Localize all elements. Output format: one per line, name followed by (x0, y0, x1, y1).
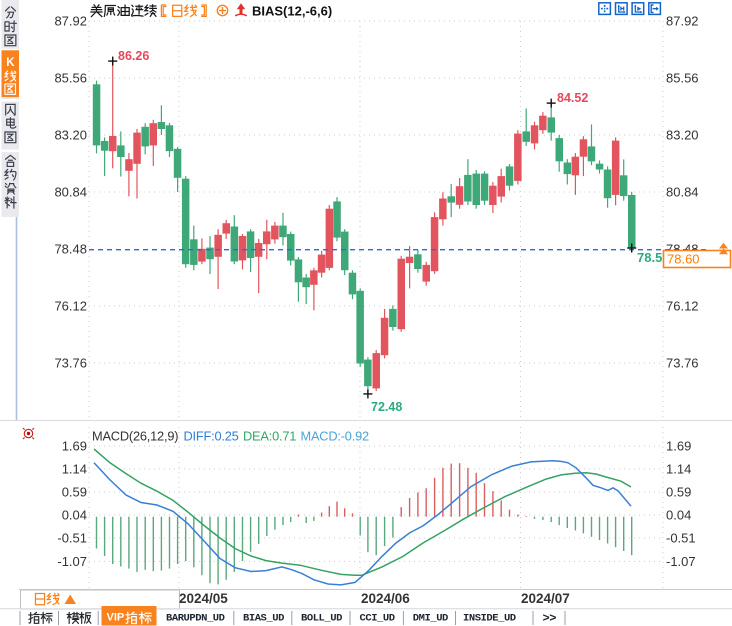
svg-text:0.59: 0.59 (666, 485, 691, 500)
svg-text:BIAS_UD: BIAS_UD (243, 613, 284, 625)
svg-text:80.84: 80.84 (666, 185, 699, 200)
svg-text:2024/07: 2024/07 (521, 591, 570, 606)
svg-text:0.04: 0.04 (62, 508, 87, 523)
svg-text:-1.07: -1.07 (57, 554, 87, 569)
svg-text:CCI_UD: CCI_UD (360, 613, 395, 625)
svg-text:0.04: 0.04 (666, 508, 691, 523)
svg-text:2024/06: 2024/06 (361, 591, 410, 606)
svg-text:-1.07: -1.07 (666, 554, 696, 569)
svg-text:VIP: VIP (107, 612, 125, 624)
svg-text:85.56: 85.56 (54, 71, 87, 86)
svg-text:-0.51: -0.51 (57, 531, 87, 546)
svg-text:DMI_UD: DMI_UD (413, 613, 448, 625)
svg-text:85.56: 85.56 (666, 71, 699, 86)
svg-text:DEA:0.71: DEA:0.71 (243, 429, 296, 444)
svg-text:2024/05: 2024/05 (179, 591, 228, 606)
svg-text:1.14: 1.14 (666, 462, 691, 477)
svg-text:73.76: 73.76 (666, 356, 699, 371)
svg-text:84.52: 84.52 (557, 91, 588, 105)
svg-text:K: K (6, 57, 15, 69)
svg-text:DIFF:0.25: DIFF:0.25 (184, 429, 239, 444)
svg-text:1.14: 1.14 (62, 462, 87, 477)
svg-text:1.69: 1.69 (62, 439, 87, 454)
svg-text:>>: >> (543, 612, 557, 626)
svg-text:78.48: 78.48 (54, 242, 87, 257)
svg-text:72.48: 72.48 (371, 400, 402, 414)
svg-text:83.20: 83.20 (54, 128, 87, 143)
svg-text:0.59: 0.59 (62, 485, 87, 500)
svg-text:MACD:-0.92: MACD:-0.92 (301, 429, 369, 444)
svg-text:76.12: 76.12 (666, 299, 699, 314)
svg-text:87.92: 87.92 (666, 14, 699, 29)
svg-text:1.69: 1.69 (666, 439, 691, 454)
svg-text:87.92: 87.92 (54, 14, 87, 29)
svg-text:86.26: 86.26 (118, 49, 149, 63)
svg-text:83.20: 83.20 (666, 128, 699, 143)
svg-text:78.60: 78.60 (667, 252, 700, 267)
svg-text:76.12: 76.12 (54, 299, 87, 314)
svg-text:INSIDE_UD: INSIDE_UD (463, 613, 516, 625)
svg-text:-0.51: -0.51 (666, 531, 696, 546)
svg-text:80.84: 80.84 (54, 185, 87, 200)
svg-text:78.59: 78.59 (637, 250, 670, 265)
svg-text:BARUPDN_UD: BARUPDN_UD (166, 613, 225, 625)
svg-text:BOLL_UD: BOLL_UD (301, 613, 342, 625)
svg-text:MACD(26,12,9): MACD(26,12,9) (92, 429, 178, 444)
svg-text:BIAS(12,-6,6): BIAS(12,-6,6) (252, 4, 332, 19)
svg-text:73.76: 73.76 (54, 356, 87, 371)
